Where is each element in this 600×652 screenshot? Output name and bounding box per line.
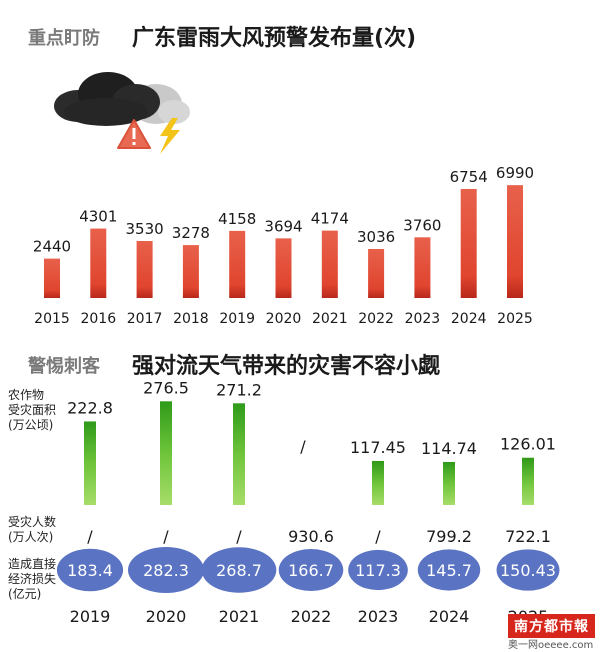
warning-value-label: 4301 [79, 208, 117, 226]
crop-area-value-label: 222.8 [67, 398, 113, 417]
warning-year-label: 2021 [312, 311, 348, 327]
affected-people-value-label: / [375, 527, 381, 546]
economic-loss-circle [496, 549, 560, 591]
crop-area-value-label: 276.5 [143, 380, 189, 397]
crop-area-bar [233, 403, 245, 505]
watermark-site: 奥一网oeeee.com [508, 640, 594, 651]
crop-area-value-label: 117.45 [350, 438, 406, 457]
warning-bar [136, 241, 153, 298]
warning-bar [182, 245, 199, 298]
economic-loss-circle [201, 547, 277, 593]
warning-year-label: 2022 [358, 311, 394, 327]
economic-loss-value-label: 183.4 [67, 561, 113, 580]
economic-loss-value-label: 166.7 [288, 561, 334, 580]
warning-value-label: 6990 [496, 164, 534, 182]
affected-people-value-label: / [163, 527, 169, 546]
warning-bar [229, 230, 246, 298]
affected-people-value-label: 722.1 [505, 527, 551, 546]
warning-year-label: 2015 [34, 311, 70, 327]
disaster-year-label: 2019 [70, 607, 111, 626]
warning-bar [90, 228, 107, 298]
warning-value-label: 4158 [218, 210, 256, 228]
crop-area-value-label: 271.2 [216, 380, 262, 399]
watermark-logo: 南方都市報 [508, 614, 595, 638]
disaster-year-label: 2021 [219, 607, 260, 626]
disaster-year-label: 2024 [429, 607, 470, 626]
affected-people-value-label: 799.2 [426, 527, 472, 546]
crop-area-value-label: / [300, 437, 306, 456]
warning-bar [414, 237, 431, 298]
crop-area-bar [84, 421, 96, 505]
warning-bar [368, 248, 385, 298]
economic-loss-circle [417, 549, 481, 591]
warning-year-label: 2017 [127, 311, 163, 327]
warning-bar [321, 230, 338, 298]
economic-loss-value-label: 282.3 [143, 561, 189, 580]
disaster-impact-chart: 222.8 / 183.4 2019 276.5 / 282.3 2020 271.2 / 268.… [56, 380, 560, 626]
warning-year-label: 2020 [266, 311, 302, 327]
warning-year-label: 2024 [451, 311, 487, 327]
storm-cloud-warning-icon [54, 72, 190, 154]
section2-tag: 警惕刺客 [28, 356, 100, 377]
economic-loss-value-label: 145.7 [426, 561, 472, 580]
affected-people-value-label: 930.6 [288, 527, 334, 546]
warning-value-label: 3278 [172, 224, 210, 242]
warning-bar [44, 258, 60, 298]
economic-loss-row-label: 造成直接 经济损失 (亿元) [8, 557, 57, 601]
economic-loss-circle [128, 547, 204, 593]
warning-value-label: 4174 [311, 210, 349, 228]
warning-value-label: 2440 [33, 238, 71, 256]
warning-bar [275, 238, 292, 298]
economic-loss-value-label: 150.43 [500, 561, 556, 580]
crop-area-row-label: 农作物 受灾面积 (万公顷) [8, 388, 57, 432]
warning-value-label: 3694 [264, 217, 302, 235]
crop-area-bar [522, 457, 534, 505]
warning-year-label: 2019 [219, 311, 255, 327]
economic-loss-circle [56, 548, 124, 592]
economic-loss-value-label: 117.3 [355, 561, 401, 580]
economic-loss-circle [348, 549, 408, 591]
economic-loss-value-label: 268.7 [216, 561, 262, 580]
crop-area-value-label: 114.74 [421, 439, 477, 458]
economic-loss-circle [278, 549, 344, 591]
warning-bar [507, 185, 523, 298]
crop-area-bar [443, 461, 455, 505]
disaster-year-label: 2023 [358, 607, 399, 626]
section1-title: 广东雷雨大风预警发布量(次) [132, 26, 417, 51]
warning-year-label: 2016 [80, 311, 116, 327]
crop-area-value-label: 126.01 [500, 435, 556, 454]
warning-value-label: 6754 [450, 168, 488, 186]
section1-tag: 重点盯防 [28, 28, 100, 49]
warning-count-bar-chart: 2440 2015 4301 2016 3530 2017 3278 2018 4158 2019… [33, 164, 534, 327]
warning-value-label: 3530 [126, 220, 164, 238]
affected-people-value-label: / [87, 527, 93, 546]
warning-value-label: 3036 [357, 228, 395, 246]
crop-area-bar [372, 460, 384, 505]
affected-people-row-label: 受灾人数 (万人次) [8, 515, 57, 544]
disaster-year-label: 2022 [291, 607, 332, 626]
warning-year-label: 2023 [405, 311, 441, 327]
warning-year-label: 2018 [173, 311, 209, 327]
warning-year-label: 2025 [497, 311, 533, 327]
section2-title: 强对流天气带来的灾害不容小觑 [132, 354, 441, 379]
affected-people-value-label: / [236, 527, 242, 546]
disaster-year-label: 2020 [146, 607, 187, 626]
warning-value-label: 3760 [403, 216, 441, 234]
crop-area-bar [160, 401, 172, 505]
warning-bar [460, 188, 477, 298]
